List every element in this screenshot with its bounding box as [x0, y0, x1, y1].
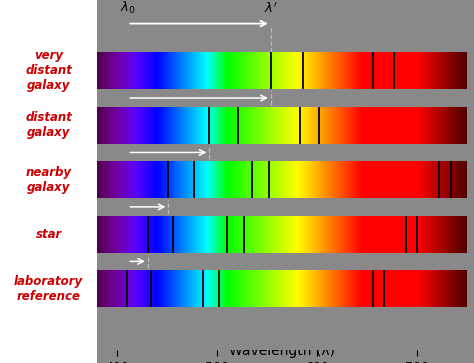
Text: nearby
galaxy: nearby galaxy: [26, 166, 72, 194]
Text: $\lambda'$: $\lambda'$: [264, 2, 278, 16]
Text: Wavelength (λ): Wavelength (λ): [229, 343, 335, 358]
Text: laboratory
reference: laboratory reference: [14, 274, 83, 303]
Text: very
distant
galaxy: very distant galaxy: [25, 49, 72, 92]
Text: distant
galaxy: distant galaxy: [25, 111, 72, 139]
Bar: [0, 0, 97, 363]
Text: $\lambda_0$: $\lambda_0$: [119, 0, 135, 16]
Text: star: star: [36, 228, 62, 241]
